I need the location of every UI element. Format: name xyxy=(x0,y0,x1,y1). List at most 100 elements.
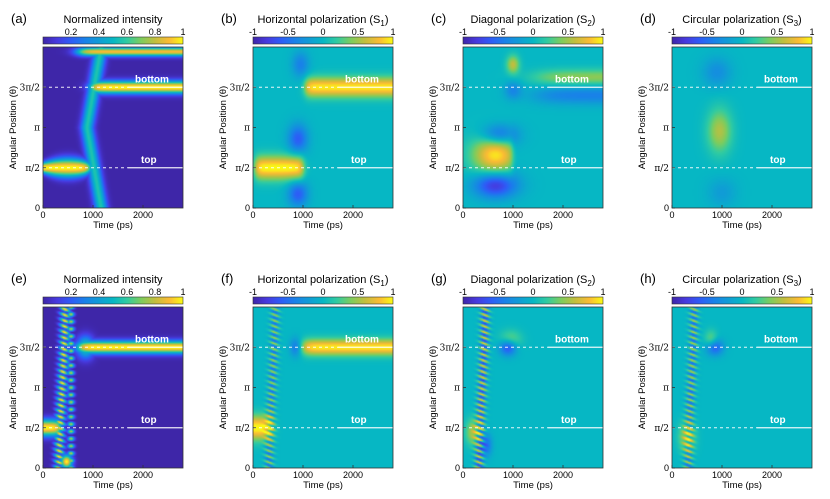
x-axis-label: Time (ps) xyxy=(303,220,343,231)
colorbar-tick-label: -1 xyxy=(249,27,257,37)
y-tick-label: 3π/2 xyxy=(230,83,250,93)
y-tick-label: 3π/2 xyxy=(20,83,40,93)
colorbar-tick-label: 1 xyxy=(809,287,814,297)
y-axis-label: Angular Position (θ) xyxy=(8,86,19,169)
panel-title: Circular polarization (S3) xyxy=(682,274,801,288)
panel-title: Horizontal polarization (S1) xyxy=(257,274,388,288)
colorbar-tick-label: 0.5 xyxy=(771,27,784,37)
y-tick-label: 0 xyxy=(664,463,669,473)
x-axis-label: Time (ps) xyxy=(513,220,553,231)
colorbar-tick-label: -0.5 xyxy=(490,287,506,297)
heatmap-s1-f xyxy=(253,307,393,468)
x-tick-label: 1000 xyxy=(83,470,103,480)
panel-label: (h) xyxy=(640,271,656,286)
panel-title: Diagonal polarization (S2) xyxy=(471,274,596,288)
y-tick-label: 0 xyxy=(245,463,250,473)
panel-label: (d) xyxy=(640,11,656,26)
colorbar-tick-label: 0.5 xyxy=(352,287,365,297)
colorbar-tick-label: 0.2 xyxy=(65,27,78,37)
x-tick-label: 2000 xyxy=(553,210,573,220)
y-tick-label: π xyxy=(34,124,40,134)
panel-title: Horizontal polarization (S1) xyxy=(257,14,388,28)
x-tick-label: 0 xyxy=(250,210,255,220)
x-tick-label: 0 xyxy=(669,210,674,220)
x-tick-label: 0 xyxy=(460,470,465,480)
colorbar-tick-label: -1 xyxy=(459,287,467,297)
colorbar-tick-label: 0.8 xyxy=(149,287,162,297)
x-tick-label: 2000 xyxy=(343,210,363,220)
y-tick-label: π/2 xyxy=(235,424,250,434)
x-axis-label: Time (ps) xyxy=(93,480,133,491)
colorbar-tick-label: 0.5 xyxy=(562,27,575,37)
colorbar-tick-label: 0 xyxy=(739,27,744,37)
x-tick-label: 1000 xyxy=(293,470,313,480)
colorbar xyxy=(671,296,813,305)
panel-title: Normalized intensity xyxy=(63,14,163,26)
x-tick-label: 1000 xyxy=(83,210,103,220)
x-tick-label: 2000 xyxy=(762,210,782,220)
panel-f: top bottom 0 1000 2000 0 π/2 π 3π/2 Time (ps) Angu… xyxy=(218,271,396,491)
x-tick-label: 0 xyxy=(40,470,45,480)
colorbar-tick-label: -1 xyxy=(668,287,676,297)
y-tick-label: π xyxy=(34,384,40,394)
region-label-top: top xyxy=(351,415,367,426)
colorbar-tick-label: 0 xyxy=(530,27,535,37)
heatmap-i-e xyxy=(43,307,183,468)
y-tick-label: π/2 xyxy=(654,164,669,174)
heatmap-i-a xyxy=(43,47,183,208)
colorbar-tick-label: 0.4 xyxy=(93,27,106,37)
heatmap-s1-b xyxy=(253,47,393,208)
colorbar-tick-label: 0 xyxy=(739,287,744,297)
heatmap-s2-c xyxy=(463,47,603,208)
y-tick-label: π/2 xyxy=(25,164,40,174)
colorbar-tick-label: -1 xyxy=(459,27,467,37)
colorbar-tick-label: -1 xyxy=(668,27,676,37)
y-axis-label: Angular Position (θ) xyxy=(8,346,19,429)
panel-title: Circular polarization (S3) xyxy=(682,14,801,28)
y-tick-label: 3π/2 xyxy=(440,343,460,353)
colorbar-tick-label: 1 xyxy=(600,287,605,297)
y-tick-label: 0 xyxy=(35,463,40,473)
colorbar-tick-label: 0.5 xyxy=(352,27,365,37)
y-tick-label: π xyxy=(244,384,250,394)
panel-c: top bottom 0 1000 2000 0 π/2 π 3π/2 Time (ps) Angu… xyxy=(428,11,606,231)
colorbar-tick-label: -0.5 xyxy=(699,27,715,37)
region-label-top: top xyxy=(561,155,577,166)
colorbar xyxy=(42,296,184,305)
y-axis-label: Angular Position (θ) xyxy=(218,346,229,429)
y-tick-label: 3π/2 xyxy=(20,343,40,353)
y-axis-label: Angular Position (θ) xyxy=(637,346,648,429)
y-tick-label: 0 xyxy=(664,203,669,213)
y-tick-label: 3π/2 xyxy=(649,343,669,353)
colorbar-tick-label: 1 xyxy=(180,287,185,297)
y-tick-label: π/2 xyxy=(654,424,669,434)
colorbar xyxy=(462,296,604,305)
heatmap-s2-g xyxy=(463,307,603,468)
x-tick-label: 2000 xyxy=(762,470,782,480)
x-tick-label: 0 xyxy=(40,210,45,220)
region-label-top: top xyxy=(141,415,157,426)
x-tick-label: 1000 xyxy=(293,210,313,220)
x-tick-label: 1000 xyxy=(503,210,523,220)
region-label-bottom: bottom xyxy=(555,74,589,85)
colorbar-tick-label: 0.4 xyxy=(93,287,106,297)
colorbar-tick-label: 1 xyxy=(809,27,814,37)
panel-a: top bottom 0 1000 2000 0 π/2 π 3π/2 Time (ps) Angu… xyxy=(8,11,186,231)
colorbar-tick-label: 0 xyxy=(530,287,535,297)
region-label-top: top xyxy=(770,155,786,166)
colorbar-tick-label: -0.5 xyxy=(280,27,296,37)
y-axis-label: Angular Position (θ) xyxy=(428,346,439,429)
y-tick-label: 0 xyxy=(245,203,250,213)
y-tick-label: π xyxy=(663,124,669,134)
heatmap-s3-h xyxy=(672,307,812,468)
y-tick-label: 3π/2 xyxy=(230,343,250,353)
colorbar-tick-label: 0 xyxy=(320,287,325,297)
colorbar-tick-label: 1 xyxy=(390,287,395,297)
region-label-bottom: bottom xyxy=(764,74,798,85)
panel-label: (b) xyxy=(221,11,237,26)
region-label-bottom: bottom xyxy=(555,334,589,345)
x-axis-label: Time (ps) xyxy=(303,480,343,491)
panel-e: top bottom 0 1000 2000 0 π/2 π 3π/2 Time (ps) Angu… xyxy=(8,271,186,491)
colorbar-tick-label: 0.5 xyxy=(771,287,784,297)
x-tick-label: 1000 xyxy=(503,470,523,480)
